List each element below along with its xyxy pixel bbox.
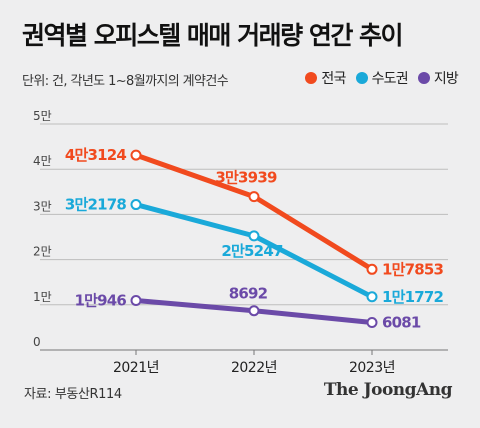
data-point bbox=[248, 305, 260, 317]
y-tick-label: 0 bbox=[33, 335, 41, 349]
y-tick-label: 3만 bbox=[33, 199, 52, 213]
data-label: 2만5247 bbox=[221, 242, 283, 260]
data-label: 6081 bbox=[382, 314, 421, 332]
data-label: 1만7853 bbox=[382, 260, 444, 278]
brand-logo: The JoongAng bbox=[323, 380, 453, 400]
legend-item-provinces: 지방 bbox=[417, 68, 459, 88]
legend-label-national: 전국 bbox=[321, 71, 346, 87]
data-label: 3만2178 bbox=[65, 196, 127, 214]
x-tick-label: 2021년 bbox=[113, 360, 159, 376]
data-point bbox=[366, 263, 378, 275]
y-tick-label: 1만 bbox=[33, 290, 52, 304]
data-point bbox=[248, 230, 260, 242]
y-tick-label: 2만 bbox=[33, 245, 52, 259]
source-note: 자료: 부동산R114 bbox=[24, 387, 122, 402]
data-label: 4만3124 bbox=[65, 146, 127, 164]
data-point bbox=[366, 317, 378, 329]
legend: 전국 수도권 지방 bbox=[305, 68, 459, 88]
y-tick-label: 4만 bbox=[33, 154, 52, 168]
legend-item-capital: 수도권 bbox=[355, 68, 409, 88]
x-tick-label: 2022년 bbox=[231, 360, 277, 376]
y-tick-label: 5만 bbox=[33, 109, 52, 123]
legend-label-capital: 수도권 bbox=[371, 71, 409, 87]
x-tick-label: 2023년 bbox=[349, 360, 395, 376]
legend-swatch-capital bbox=[355, 72, 368, 84]
data-label: 8692 bbox=[229, 285, 268, 303]
legend-swatch-national bbox=[305, 72, 318, 84]
data-label: 3만3939 bbox=[215, 169, 277, 187]
data-point bbox=[248, 191, 260, 203]
data-point bbox=[130, 149, 142, 161]
legend-item-national: 전국 bbox=[305, 68, 346, 88]
data-point bbox=[130, 199, 142, 211]
unit-note: 단위: 건, 각년도 1~8월까지의 계약건수 bbox=[22, 74, 229, 89]
data-point bbox=[130, 295, 142, 307]
data-label: 1만946 bbox=[74, 292, 126, 310]
chart-title: 권역별 오피스텔 매매 거래량 연간 추이 bbox=[22, 21, 404, 50]
data-label: 1만1772 bbox=[382, 288, 444, 306]
data-point bbox=[366, 291, 378, 303]
legend-label-provinces: 지방 bbox=[433, 71, 459, 87]
legend-swatch-provinces bbox=[417, 72, 430, 84]
